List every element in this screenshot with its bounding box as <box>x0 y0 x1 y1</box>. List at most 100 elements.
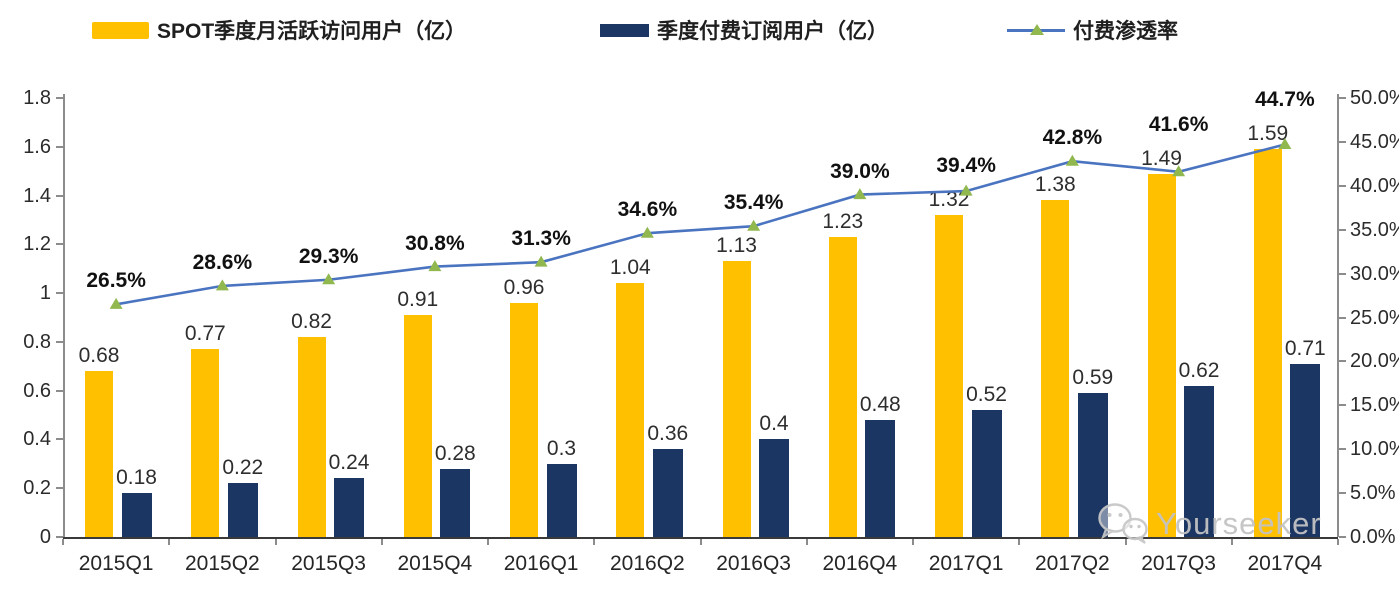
bar-label-mau: 1.23 <box>822 210 864 234</box>
bar-mau <box>403 315 432 537</box>
bar-label-mau: 0.91 <box>397 288 439 312</box>
bar-label-subscribers: 0.4 <box>759 412 789 436</box>
y-axis-tick-label: 1.2 <box>23 233 51 256</box>
bar-subscribers <box>759 439 789 537</box>
bar-label-subscribers: 0.28 <box>434 441 476 465</box>
y-axis-right-spine <box>1337 94 1339 537</box>
x-axis-tick <box>1230 539 1233 545</box>
y-axis-tick-label: 1.6 <box>23 135 51 158</box>
legend-label-penetration: 付费渗透率 <box>1073 20 1178 43</box>
y2-axis-tick <box>1339 360 1346 363</box>
legend-swatch-subscribers-bar <box>600 23 649 37</box>
triangle-marker-icon <box>747 219 761 231</box>
y2-axis-tick-label: 20.0% <box>1350 350 1399 373</box>
x-axis-tick-label: 2015Q2 <box>185 552 260 575</box>
y2-axis-tick-label: 15.0% <box>1350 394 1399 417</box>
bar-label-mau: 1.59 <box>1247 122 1289 146</box>
bar-label-mau: 0.77 <box>184 322 226 346</box>
triangle-marker-icon <box>1065 154 1079 166</box>
bar-subscribers <box>334 478 364 537</box>
x-axis-tick <box>487 539 489 545</box>
x-axis-tick-label: 2016Q1 <box>503 552 579 575</box>
pct-label: 34.6% <box>617 198 678 222</box>
bar-label-mau: 0.68 <box>78 344 120 368</box>
y2-axis-tick <box>1339 404 1346 407</box>
legend-item-mau: SPOT季度月活跃访问用户（亿） <box>92 16 466 44</box>
bar-mau <box>935 215 963 537</box>
x-axis-tick-label: 2016Q3 <box>716 552 791 575</box>
pct-label: 28.6% <box>192 250 253 274</box>
pct-label: 29.3% <box>298 244 359 268</box>
x-axis-tick <box>274 539 277 545</box>
bar-label-mau: 1.32 <box>928 188 970 212</box>
bar-mau <box>85 371 113 537</box>
y-axis-tick <box>56 438 63 441</box>
bar-label-mau: 1.49 <box>1141 146 1182 170</box>
x-axis-tick <box>380 539 383 545</box>
bar-label-subscribers: 0.22 <box>222 456 264 480</box>
pct-label: 42.8% <box>1042 126 1103 150</box>
bar-mau <box>191 349 220 537</box>
y-axis-tick-label: 1.4 <box>23 184 51 207</box>
y2-axis-tick <box>1339 184 1346 187</box>
triangle-marker-icon <box>1030 24 1044 35</box>
bar-subscribers <box>1077 393 1108 537</box>
bar-subscribers <box>971 410 1002 537</box>
watermark: Yourseeker <box>1096 500 1322 548</box>
x-axis-spine <box>63 537 1338 539</box>
bar-subscribers <box>121 493 152 537</box>
bar-mau <box>722 261 751 537</box>
x-axis-tick-label: 2017Q3 <box>1141 552 1216 575</box>
bar-label-subscribers: 0.52 <box>966 383 1007 407</box>
x-axis-tick <box>699 539 702 545</box>
y2-axis-tick <box>1339 536 1346 538</box>
triangle-marker-icon <box>215 279 229 291</box>
pct-label: 39.0% <box>830 159 890 183</box>
x-axis-tick <box>912 539 914 545</box>
legend-label-mau: SPOT季度月活跃访问用户（亿） <box>157 20 467 43</box>
bar-mau <box>510 302 538 537</box>
x-axis-tick-label: 2017Q1 <box>928 552 1004 575</box>
pct-label: 41.6% <box>1148 112 1209 136</box>
y-axis-tick-label: 0.2 <box>23 477 51 500</box>
y-axis-tick <box>56 145 63 148</box>
y2-axis-tick <box>1339 492 1346 495</box>
y-axis-tick <box>56 194 63 197</box>
y-axis-left-spine <box>63 94 65 537</box>
triangle-marker-icon <box>322 273 336 285</box>
y-axis-tick-label: 0.4 <box>23 428 51 451</box>
y-axis-tick <box>56 292 63 295</box>
bar-subscribers <box>652 449 683 537</box>
y2-axis-tick-label: 0.0% <box>1350 526 1396 548</box>
y2-axis-tick-label: 50.0% <box>1350 87 1399 109</box>
triangle-marker-icon <box>640 226 654 238</box>
triangle-marker-icon <box>109 297 123 309</box>
x-axis-tick-label: 2015Q3 <box>291 552 366 575</box>
y2-axis-tick-label: 30.0% <box>1350 262 1399 285</box>
y-axis-tick-label: 0 <box>39 526 51 548</box>
legend-item-subscribers: 季度付费订阅用户（亿） <box>600 16 888 44</box>
pct-label: 35.4% <box>723 191 784 215</box>
wechat-icon <box>1098 503 1148 544</box>
triangle-marker-icon <box>428 260 442 272</box>
x-axis-tick <box>593 539 596 545</box>
bar-subscribers <box>546 463 577 537</box>
legend-swatch-penetration-line <box>1007 24 1065 36</box>
y-axis-tick-label: 0.6 <box>23 379 51 402</box>
bar-label-mau: 0.96 <box>503 275 545 299</box>
bar-label-mau: 1.38 <box>1034 173 1076 197</box>
y2-axis-tick <box>1339 316 1346 319</box>
y2-axis-tick-label: 35.0% <box>1350 218 1399 241</box>
bar-label-mau: 0.82 <box>291 310 332 333</box>
bar-label-mau: 1.04 <box>609 256 651 280</box>
triangle-marker-icon <box>853 188 867 200</box>
pct-label: 26.5% <box>86 269 146 293</box>
x-axis-tick-label: 2015Q1 <box>78 552 154 575</box>
pct-label: 39.4% <box>936 154 996 178</box>
x-axis-tick-label: 2016Q4 <box>822 552 898 575</box>
y2-axis-tick-label: 5.0% <box>1350 482 1396 505</box>
y-axis-tick-label: 1 <box>39 282 51 305</box>
bar-mau <box>297 337 326 537</box>
legend-swatch-mau-bar <box>92 21 149 39</box>
y2-axis-tick-label: 45.0% <box>1350 130 1399 153</box>
